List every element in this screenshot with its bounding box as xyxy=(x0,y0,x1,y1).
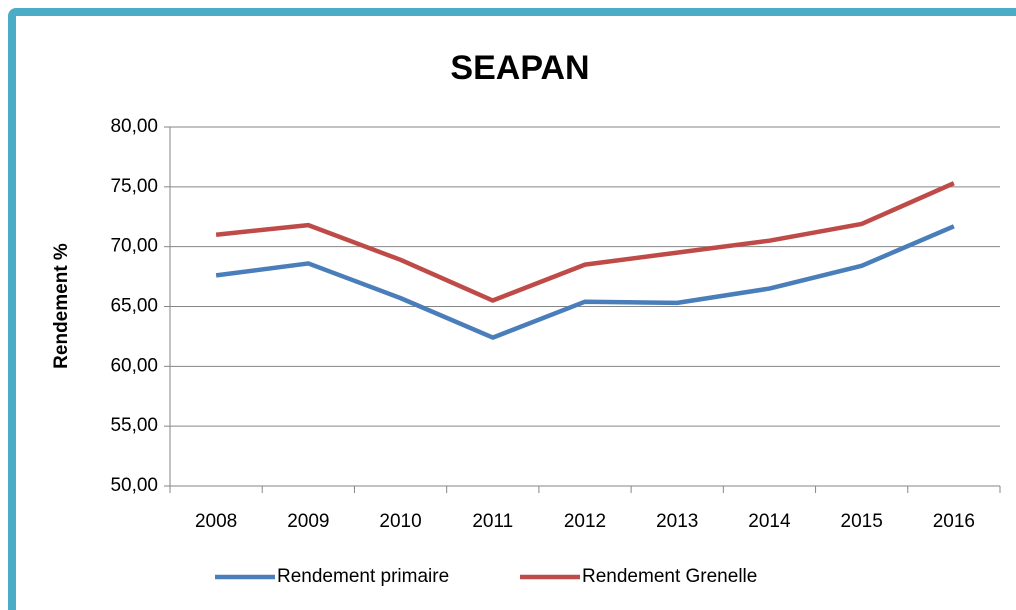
y-tick-label: 55,00 xyxy=(110,415,158,436)
x-tick-label: 2012 xyxy=(564,511,606,532)
y-tick-label: 70,00 xyxy=(110,236,158,257)
x-tick-label: 2008 xyxy=(195,511,237,532)
x-tick-label: 2015 xyxy=(841,511,883,532)
line-series xyxy=(215,181,955,303)
x-tick-label: 2016 xyxy=(933,511,975,532)
legend-label: Rendement primaire xyxy=(277,566,449,587)
legend-label: Rendement Grenelle xyxy=(582,566,757,587)
chart-frame xyxy=(8,8,1016,610)
chart-title: SEAPAN xyxy=(450,49,589,87)
y-tick-label: 60,00 xyxy=(110,355,158,376)
y-tick-label: 75,00 xyxy=(110,176,158,197)
y-axis-title: Rendement % xyxy=(51,243,72,369)
x-tick-label: 2013 xyxy=(656,511,698,532)
x-tick-label: 2009 xyxy=(287,511,329,532)
x-tick-label: 2014 xyxy=(748,511,791,532)
x-tick-label: 2010 xyxy=(379,511,421,532)
x-tick-label: 2011 xyxy=(472,511,513,532)
y-tick-label: 65,00 xyxy=(110,296,158,317)
y-tick-label: 50,00 xyxy=(110,475,158,496)
y-tick-label: 80,00 xyxy=(110,116,158,137)
line-series xyxy=(215,224,955,340)
